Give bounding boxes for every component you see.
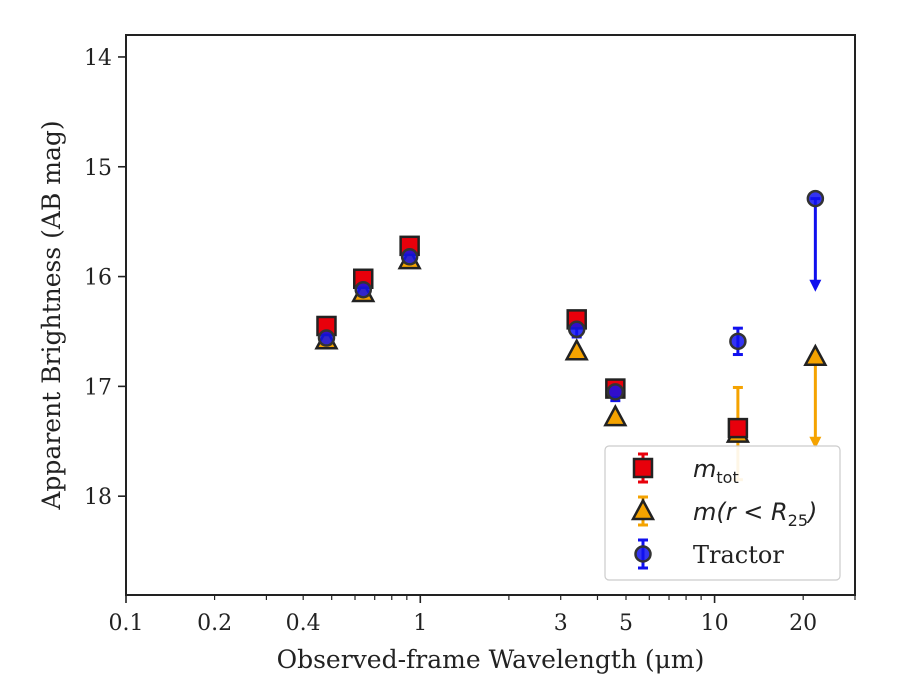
circle-marker [806, 189, 825, 208]
y-axis-label: Apparent Brightness (AB mag) [37, 120, 66, 510]
y-tick-label: 18 [84, 485, 112, 510]
circle-marker [606, 383, 625, 401]
triangle-marker [803, 343, 828, 366]
y-tick-label: 17 [84, 375, 112, 400]
x-axis-label: Observed-frame Wavelength (μm) [277, 645, 705, 674]
circle-marker [354, 280, 373, 299]
legend-label-subscript: tot [716, 468, 738, 487]
y-tick-label: 16 [84, 266, 112, 291]
square-marker [727, 417, 749, 439]
circle-marker [729, 332, 747, 351]
upper-limit-arrowhead [809, 279, 822, 292]
circle-marker [400, 248, 419, 266]
circle-marker [567, 320, 586, 339]
legend-label: mtot [693, 455, 739, 487]
triangle-marker [630, 497, 656, 521]
x-tick-label: 10 [701, 611, 729, 636]
x-tick-label: 0.2 [197, 611, 232, 636]
y-tick-label: 15 [84, 156, 112, 181]
axes-frame [125, 34, 856, 596]
legend-label-main: m(r < R [693, 498, 788, 526]
triangle-marker [564, 338, 589, 361]
legend-box [604, 445, 841, 581]
x-tick-label: 20 [789, 611, 817, 636]
legend-label-subscript: 25 [788, 511, 808, 530]
ticks-group: 0.1 0.2 0.4 1 3 5 10 20 14 15 16 17 18 [84, 46, 856, 636]
x-tick-label: 5 [619, 611, 633, 636]
legend-label: Tractor [693, 541, 784, 569]
x-tick-label: 0.4 [286, 611, 321, 636]
legend-label: m(r < R25) [693, 498, 817, 530]
triangle-marker [603, 403, 628, 427]
legend: mtot m(r < R25) Tractor [604, 445, 841, 581]
legend-entry: m(r < R25) [630, 495, 817, 530]
square-marker [632, 457, 654, 479]
legend-entry: mtot [632, 452, 739, 487]
legend-label-suffix: ) [806, 498, 817, 526]
x-tick-label: 1 [413, 611, 427, 636]
x-tick-label: 0.1 [109, 611, 144, 636]
x-tick-label: 3 [554, 611, 568, 636]
legend-entry: Tractor [634, 538, 784, 570]
upper-limit-arrowhead [809, 436, 822, 449]
circle-marker [317, 329, 336, 347]
circle-marker [634, 545, 652, 563]
legend-label-main: Tractor [693, 541, 784, 569]
y-tick-label: 14 [84, 46, 112, 71]
legend-label-main: m [693, 455, 716, 483]
points-group [314, 189, 828, 443]
